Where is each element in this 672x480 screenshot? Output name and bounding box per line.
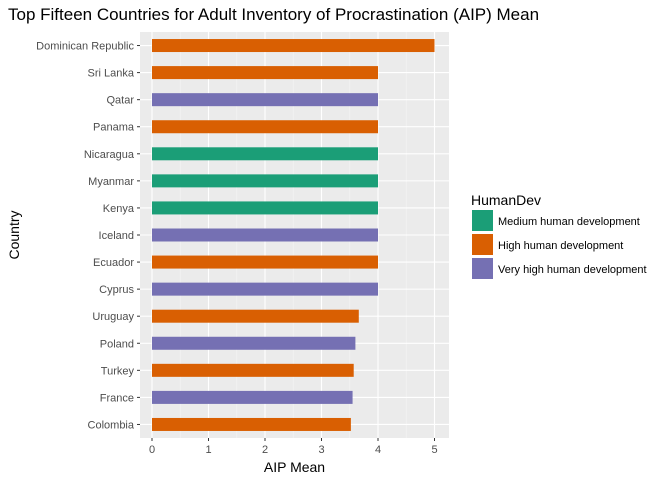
bar bbox=[152, 309, 359, 323]
bar bbox=[152, 174, 378, 188]
y-tick-label: Poland bbox=[100, 338, 134, 350]
bars bbox=[152, 39, 435, 431]
bar bbox=[152, 228, 378, 242]
bar bbox=[152, 120, 378, 134]
x-axis-title: AIP Mean bbox=[264, 459, 325, 475]
x-tick-label: 2 bbox=[262, 444, 268, 456]
y-tick-labels: Dominican Republic Sri Lanka Qatar Panama Ni… bbox=[36, 41, 140, 431]
legend-label: Very high human development bbox=[498, 264, 647, 276]
y-tick-label: Cyprus bbox=[99, 284, 134, 296]
y-axis-title: Country bbox=[6, 210, 22, 259]
legend-title: HumanDev bbox=[471, 192, 541, 208]
bar bbox=[152, 363, 354, 377]
legend-items: Medium human development High human devel… bbox=[472, 210, 647, 279]
y-tick-label: Sri Lanka bbox=[88, 68, 135, 80]
bar bbox=[152, 417, 351, 431]
y-tick-label: Uruguay bbox=[92, 311, 134, 323]
x-tick-label: 0 bbox=[149, 444, 155, 456]
bar bbox=[152, 255, 378, 269]
chart-title: Top Fifteen Countries for Adult Inventor… bbox=[8, 5, 539, 24]
x-tick-label: 5 bbox=[431, 444, 437, 456]
y-tick-label: Turkey bbox=[101, 365, 135, 377]
legend-swatch bbox=[472, 210, 493, 231]
bar bbox=[152, 66, 378, 80]
x-tick-label: 3 bbox=[318, 444, 324, 456]
bar bbox=[152, 201, 378, 215]
legend: HumanDev Medium human development High hu… bbox=[471, 192, 647, 279]
y-tick-label: Ecuador bbox=[93, 257, 134, 269]
y-tick-label: Nicaragua bbox=[84, 149, 135, 161]
x-tick-label: 4 bbox=[375, 444, 381, 456]
legend-swatch bbox=[472, 234, 493, 255]
bar bbox=[152, 147, 378, 161]
y-tick-label: France bbox=[100, 392, 134, 404]
y-tick-label: Colombia bbox=[88, 419, 135, 431]
legend-swatch bbox=[472, 258, 493, 279]
y-tick-label: Kenya bbox=[103, 203, 135, 215]
bar bbox=[152, 390, 353, 404]
y-tick-label: Qatar bbox=[106, 95, 134, 107]
y-tick-label: Iceland bbox=[99, 230, 134, 242]
bar bbox=[152, 39, 435, 53]
legend-label: Medium human development bbox=[498, 216, 640, 228]
bar bbox=[152, 282, 378, 296]
bar bbox=[152, 336, 356, 350]
y-tick-label: Panama bbox=[93, 122, 135, 134]
x-tick-labels: 0 1 2 3 4 5 bbox=[149, 438, 438, 456]
x-tick-label: 1 bbox=[205, 444, 211, 456]
y-tick-label: Myanmar bbox=[88, 176, 134, 188]
bar bbox=[152, 93, 378, 107]
y-tick-label: Dominican Republic bbox=[36, 41, 134, 53]
legend-label: High human development bbox=[498, 240, 623, 252]
